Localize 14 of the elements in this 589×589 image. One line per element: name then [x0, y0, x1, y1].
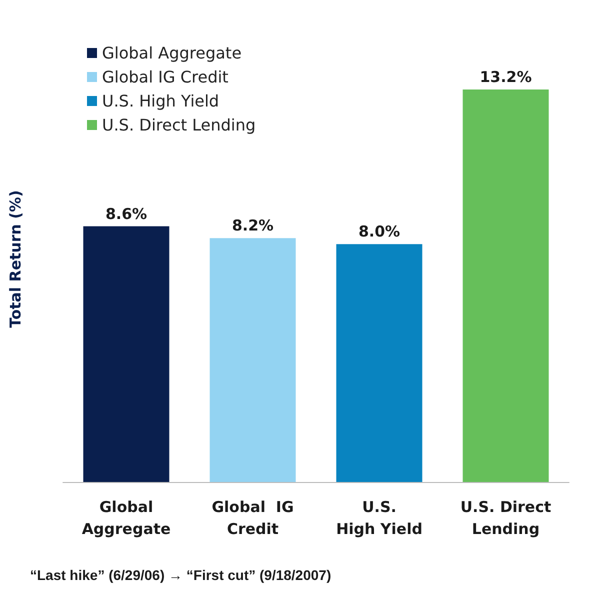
- data-label: 8.6%: [105, 204, 148, 223]
- x-tick-label: Global Aggregate: [82, 498, 171, 538]
- legend-label: Global IG Credit: [102, 68, 228, 86]
- text: “Last hike” (6/29/06) → “First cut” (9/18/2007): [30, 567, 332, 583]
- legend-label: U.S. High Yield: [102, 92, 220, 110]
- x-tick-label: U.S. High Yield: [336, 498, 422, 538]
- data-label: 8.0%: [358, 222, 400, 241]
- data-label: 8.2%: [232, 216, 274, 235]
- x-tick-label: U.S. Direct Lending: [460, 498, 552, 538]
- x-tick-label: Global IG Credit: [212, 498, 294, 538]
- legend-label: Global Aggregate: [102, 44, 242, 62]
- data-label: 13.2%: [480, 68, 532, 86]
- legend-label: U.S. Direct Lending: [102, 116, 256, 134]
- y-axis-title: Total Return (%): [6, 190, 24, 328]
